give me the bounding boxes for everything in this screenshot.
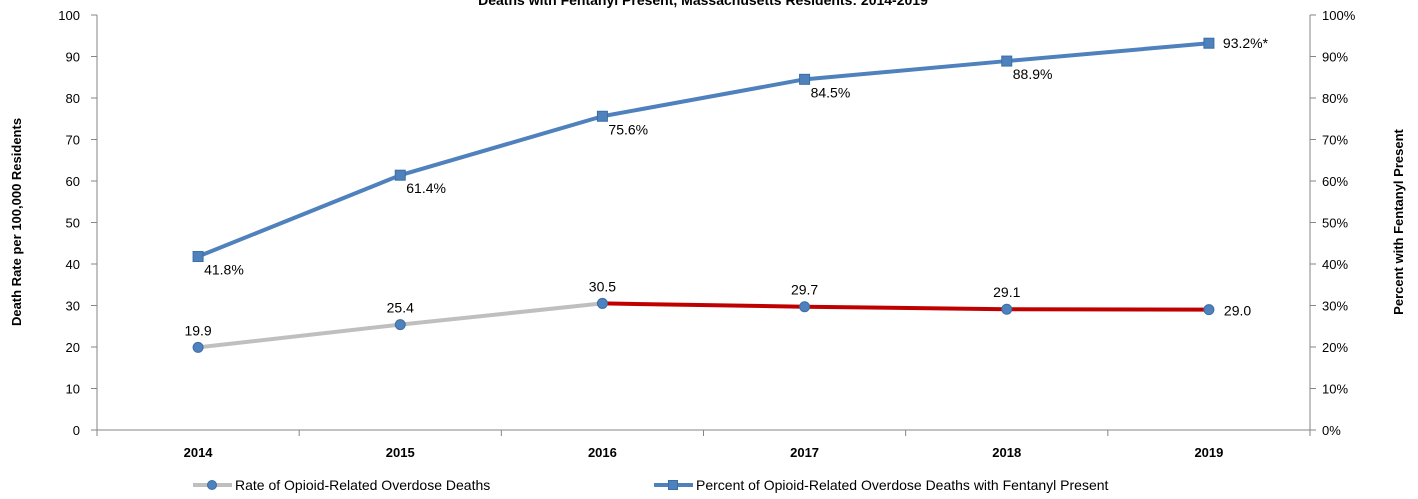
legend-label-rate: Rate of Opioid-Related Overdose Deaths [235,477,490,493]
y-left-tick-label: 0 [73,423,80,438]
fentanyl-data-label: 88.9% [1013,66,1053,82]
x-tick-label: 2014 [184,445,214,460]
y-left-tick-label: 20 [66,340,80,355]
y-axis-right-ticks: 0% 10% 20% 30% 40% 50% 60% 70% 80% 90% 100% [1310,8,1356,438]
y-right-tick-label: 90% [1322,50,1348,65]
y-right-tick-label: 80% [1322,91,1348,106]
rate-line-segment [802,304,1009,312]
chart-title: Deaths with Fentanyl Present, Massachuse… [478,0,928,8]
fentanyl-point [596,110,608,122]
fentanyl-point [1001,55,1013,67]
y-left-tick-label: 50 [66,216,80,231]
y-right-tick-label: 40% [1322,257,1348,272]
legend-item-fentanyl: Percent of Opioid-Related Overdose Death… [654,477,1109,493]
fentanyl-data-label: 84.5% [811,84,851,100]
y-right-tick-label: 60% [1322,174,1348,189]
rate-line-segment [398,301,605,327]
rate-point [1001,303,1013,315]
rate-point [1203,304,1215,316]
fentanyl-line [197,41,1210,259]
y-left-tick-label: 60 [66,174,80,189]
rate-data-label: 25.4 [387,300,414,316]
y-right-tick-label: 100% [1322,8,1356,23]
y-axis-left-ticks: 0 10 20 30 40 50 60 70 80 90 100 [58,8,97,438]
rate-data-label: 30.5 [589,278,616,294]
rate-point [596,297,608,309]
legend-item-rate: Rate of Opioid-Related Overdose Deaths [193,477,490,493]
rate-line-segment [196,322,403,350]
fentanyl-data-label: 93.2%* [1223,35,1269,51]
fentanyl-point [1203,37,1215,49]
rate-data-label: 29.0 [1224,303,1251,319]
y-right-tick-label: 70% [1322,133,1348,148]
x-tick-label: 2018 [992,445,1021,460]
y-right-tick-label: 20% [1322,340,1348,355]
fentanyl-data-label: 75.6% [608,121,648,137]
data-labels: 19.9 25.4 30.5 29.7 29.1 29.0 41.8% 61.4% 75.6% 8… [184,35,1268,338]
y-left-tick-label: 70 [66,133,80,148]
fentanyl-data-label: 41.8% [204,262,244,278]
x-tick-label: 2015 [386,445,415,460]
y-right-tick-label: 10% [1322,382,1348,397]
y-right-tick-label: 30% [1322,299,1348,314]
legend-marker-fentanyl [668,480,678,490]
rate-point [192,341,204,353]
fentanyl-point [394,169,406,181]
legend-marker-rate [207,480,217,490]
y-axis-right-title: Percent with Fentanyl Present [1391,129,1406,315]
y-left-tick-label: 10 [66,382,80,397]
rate-line-segment [600,301,807,309]
rate-point [394,319,406,331]
y-left-tick-label: 80 [66,91,80,106]
x-tick-label: 2016 [588,445,617,460]
y-right-tick-label: 50% [1322,216,1348,231]
rate-data-label: 29.7 [791,282,818,298]
y-left-tick-label: 30 [66,299,80,314]
y-axis-left-title: Death Rate per 100,000 Residents [9,118,24,326]
fentanyl-point [192,251,204,263]
x-tick-label: 2017 [790,445,819,460]
fentanyl-point [799,73,811,85]
y-left-tick-label: 40 [66,257,80,272]
y-right-tick-label: 0% [1322,423,1341,438]
x-axis-ticks: 2014 2015 2016 2017 2018 2019 [96,430,1311,460]
rate-data-label: 29.1 [993,284,1020,300]
x-tick-label: 2019 [1194,445,1223,460]
y-left-tick-label: 100 [58,8,80,23]
series-layer [192,37,1215,353]
rate-data-label: 19.9 [184,322,211,338]
fentanyl-data-label: 61.4% [406,180,446,196]
y-left-tick-label: 90 [66,50,80,65]
legend: Rate of Opioid-Related Overdose Deaths P… [193,477,1109,493]
rate-point [799,301,811,313]
legend-label-fentanyl: Percent of Opioid-Related Overdose Death… [696,477,1109,493]
